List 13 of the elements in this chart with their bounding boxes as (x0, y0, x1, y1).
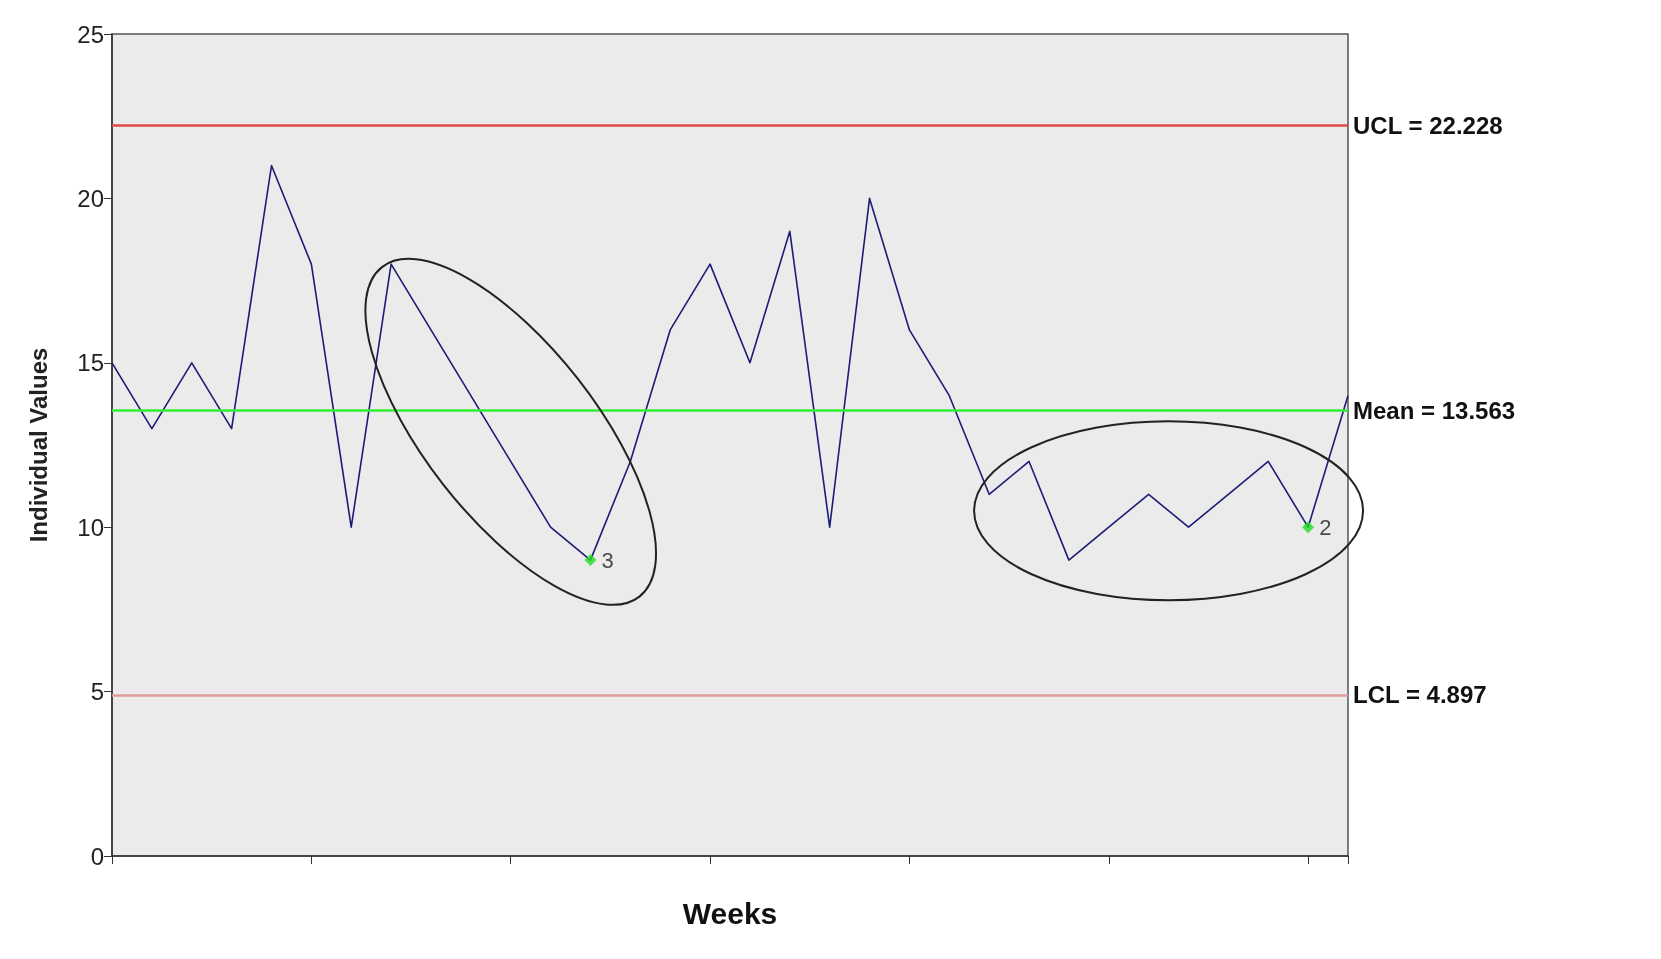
ref-line-label: Mean = 13.563 (1353, 396, 1516, 424)
y-tick-label: 5 (90, 678, 104, 706)
annotation: 3 (601, 547, 614, 573)
y-tick-label: 25 (77, 20, 104, 48)
x-axis-title: Weeks (682, 896, 778, 930)
annotation: 2 (1319, 514, 1332, 540)
y-tick-label: 0 (90, 842, 104, 870)
y-tick-label: 10 (77, 513, 104, 541)
ref-line-label: LCL = 4.897 (1353, 681, 1487, 709)
y-tick-label: 20 (77, 184, 104, 212)
y-axis-title: Individual Values (24, 347, 52, 543)
ref-line-label: UCL = 22.228 (1353, 111, 1503, 139)
y-tick-label: 15 (77, 349, 104, 377)
